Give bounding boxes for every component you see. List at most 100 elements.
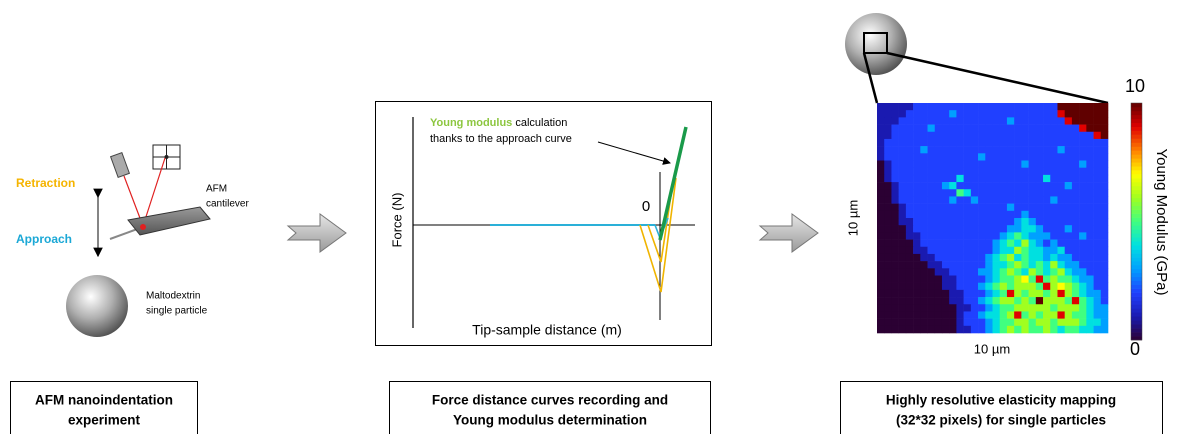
- heatmap-cell: [1079, 117, 1087, 125]
- heatmap-cell: [905, 311, 914, 319]
- heatmap-cell: [898, 318, 907, 327]
- heatmap-cell: [913, 174, 921, 183]
- heatmap-cell: [1086, 239, 1094, 248]
- heatmap-cell: [1100, 210, 1109, 219]
- heatmap-cell: [898, 131, 907, 140]
- heatmap-cell: [1093, 225, 1102, 233]
- heatmap-cell: [985, 246, 993, 255]
- heatmap-cell: [920, 210, 928, 219]
- colorbar-step: [1131, 225, 1142, 230]
- heatmap-cell: [1100, 282, 1109, 291]
- heatmap-cell: [1014, 167, 1022, 176]
- heatmap-cell: [877, 103, 885, 111]
- heatmap-cell: [941, 189, 950, 197]
- heatmap-cell: [1086, 311, 1094, 319]
- heatmap-cell: [898, 124, 907, 133]
- heatmap-cell: [920, 325, 928, 334]
- heatmap-cell: [1021, 282, 1029, 291]
- heatmap-cell: [1100, 225, 1109, 233]
- heatmap-cell: [884, 289, 892, 298]
- heatmap-cell: [905, 160, 914, 168]
- origin-label: 0: [642, 198, 650, 215]
- heatmap-cell: [1079, 138, 1087, 147]
- heatmap-cell: [905, 225, 914, 233]
- heatmap-cell: [1050, 253, 1058, 262]
- heatmap-cell: [1021, 325, 1029, 334]
- heatmap-cell: [1100, 103, 1109, 111]
- heatmap-cell: [999, 268, 1008, 276]
- heatmap-cell: [1057, 289, 1065, 298]
- heatmap-cell: [1057, 268, 1065, 276]
- heatmap-cell: [1079, 131, 1087, 140]
- heatmap-cell: [949, 275, 957, 283]
- heatmap-cell: [1050, 239, 1058, 248]
- heatmap-cell: [985, 318, 993, 327]
- heatmap-cell: [905, 146, 914, 154]
- heatmap-cell: [1064, 160, 1073, 168]
- heatmap-cell: [877, 174, 885, 183]
- heatmap-cell: [898, 110, 907, 118]
- heatmap-cell: [1071, 138, 1080, 147]
- heatmap-cell: [956, 110, 964, 118]
- heatmap-cell: [905, 138, 914, 147]
- heatmap-cell: [1071, 146, 1080, 154]
- heatmap-cell: [949, 253, 957, 262]
- heatmap-cell: [913, 153, 921, 161]
- heatmap-cell: [934, 203, 943, 212]
- heatmap-cell: [898, 246, 907, 255]
- heatmap-cell: [884, 246, 892, 255]
- heatmap-cell: [905, 289, 914, 298]
- heatmap-cell: [941, 304, 950, 312]
- heatmap-cell: [1035, 289, 1044, 298]
- heatmap-cell: [1035, 304, 1044, 312]
- heatmap-cell: [1071, 153, 1080, 161]
- heatmap-cell: [913, 297, 921, 305]
- heatmap-cell: [1050, 203, 1058, 212]
- heatmap-cell: [1064, 275, 1073, 283]
- heatmap-cell: [891, 189, 899, 197]
- heatmap-cell: [877, 239, 885, 248]
- heatmap-cell: [1043, 275, 1051, 283]
- heatmap-cell: [913, 210, 921, 219]
- heatmap-cell: [920, 239, 928, 248]
- heatmap-cell: [999, 146, 1008, 154]
- heatmap-cell: [877, 282, 885, 291]
- heatmap-cell: [1093, 203, 1102, 212]
- heatmap-cell: [963, 189, 972, 197]
- heatmap-cell: [898, 203, 907, 212]
- heatmap-cell: [963, 232, 972, 240]
- heatmap-cell: [941, 325, 950, 334]
- heatmap-cell: [992, 246, 1001, 255]
- heatmap-cell: [1043, 182, 1051, 190]
- heatmap-cell: [992, 261, 1001, 269]
- heatmap-cell: [1035, 196, 1044, 204]
- heatmap-cell: [1035, 297, 1044, 305]
- heatmap-cell: [1021, 318, 1029, 327]
- heatmap-cell: [970, 253, 979, 262]
- heatmap-cell: [905, 253, 914, 262]
- particle-label: Maltodextrin: [146, 291, 200, 302]
- heatmap-cell: [1086, 218, 1094, 226]
- heatmap-cell: [884, 167, 892, 176]
- heatmap-cell: [1028, 311, 1037, 319]
- heatmap-cell: [941, 268, 950, 276]
- heatmap-cell: [934, 160, 943, 168]
- heatmap-cell: [1043, 232, 1051, 240]
- colorbar-step: [1131, 178, 1142, 183]
- heatmap-cell: [1050, 146, 1058, 154]
- heatmap-cell: [985, 146, 993, 154]
- heatmap-cell: [898, 325, 907, 334]
- heatmap-cell: [999, 311, 1008, 319]
- heatmap-cell: [1021, 253, 1029, 262]
- heatmap-cell: [905, 268, 914, 276]
- x-size-label: 10 µm: [974, 341, 1010, 356]
- heatmap-cell: [898, 153, 907, 161]
- colorbar-max: 10: [1125, 76, 1145, 96]
- heatmap-cell: [1043, 110, 1051, 118]
- heatmap-cell: [1071, 210, 1080, 219]
- heatmap-cell: [877, 153, 885, 161]
- heatmap-cell: [884, 110, 892, 118]
- colorbar-step: [1131, 126, 1142, 131]
- heatmap-cell: [1028, 189, 1037, 197]
- heatmap-cell: [941, 210, 950, 219]
